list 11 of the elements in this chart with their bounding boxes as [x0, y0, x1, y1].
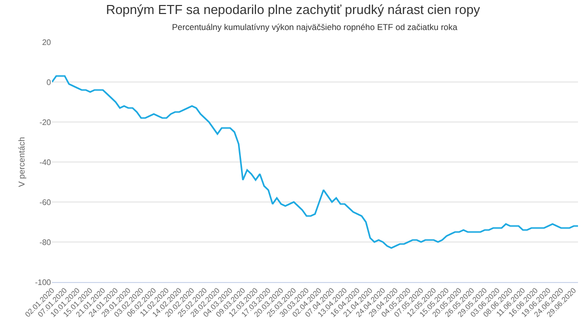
chart-subtitle: Percentuálny kumulatívny výkon najväčšieho ropného ETF od začiatku roka	[172, 22, 458, 32]
y-tick-label: -80	[39, 238, 52, 247]
y-tick-label: -60	[39, 198, 52, 207]
y-tick-label: -100	[34, 278, 52, 287]
line-series	[52, 75, 578, 249]
chart-title: Ropným ETF sa nepodarilo plne zachytiť prudký nárast cien ropy	[106, 2, 481, 18]
y-axis-title: V percentách	[16, 136, 27, 188]
y-tick-label: 0	[46, 78, 52, 87]
y-tick-label: -40	[39, 158, 52, 167]
y-tick-label: -20	[39, 118, 52, 127]
y-tick-label: 20	[42, 38, 52, 47]
